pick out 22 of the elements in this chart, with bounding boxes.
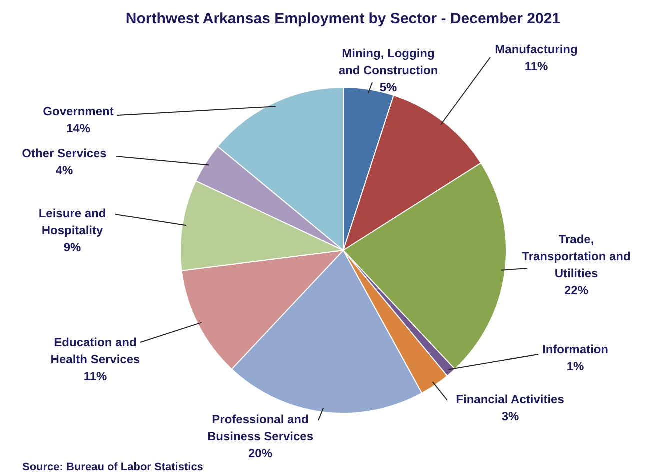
- slice-label: Professional and Business Services: [207, 412, 314, 444]
- slice-label: Mining, Logging and Construction: [338, 46, 438, 78]
- data-label: 9%: [64, 240, 82, 254]
- data-label: 11%: [524, 60, 549, 74]
- data-label: 4%: [56, 164, 74, 178]
- slice-label: Information: [542, 342, 609, 356]
- data-label: 5%: [380, 80, 398, 94]
- data-label: 22%: [564, 284, 589, 298]
- slice-label: Education and Health Services: [50, 336, 141, 366]
- slice-label: Trade, Transportation and Utilities: [522, 232, 631, 280]
- slice-label: Leisure and Hospitality: [38, 206, 106, 238]
- slice-label: Other Services: [22, 146, 108, 160]
- chart-title: Northwest Arkansas Employment by Sector - December 2021: [126, 10, 561, 28]
- data-label: 3%: [502, 410, 520, 424]
- data-label: 14%: [66, 122, 91, 136]
- data-label: 11%: [84, 370, 108, 384]
- slice-label: Financial Activities: [456, 392, 565, 406]
- slice-label: Manufacturing: [495, 42, 578, 56]
- slice-label: Government: [43, 104, 114, 118]
- source-note: Source: Bureau of Labor Statistics: [22, 462, 204, 474]
- data-label: 1%: [566, 360, 584, 374]
- data-label: 20%: [248, 446, 273, 460]
